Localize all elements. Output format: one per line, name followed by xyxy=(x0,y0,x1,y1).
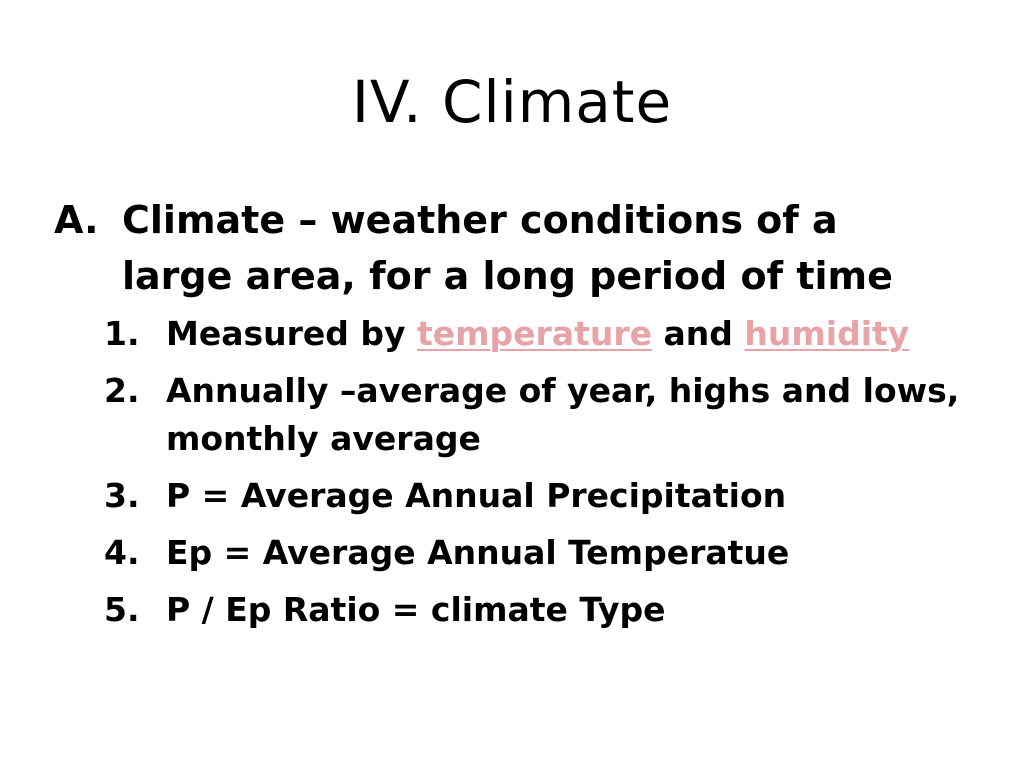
point-a: A. Climate – weather conditions of a lar… xyxy=(54,192,974,304)
sub-point-marker: 1. xyxy=(104,314,140,353)
slide-title: IV. Climate xyxy=(351,68,673,136)
sub-point-1-middle: and xyxy=(652,314,745,353)
humidity-link[interactable]: humidity xyxy=(744,314,910,353)
sub-point-marker: 5. xyxy=(104,590,140,629)
point-a-line1: Climate – weather conditions of a xyxy=(122,198,838,242)
sub-point-marker: 4. xyxy=(104,533,140,572)
sub-point-2: 2. Annually –average of year, highs and … xyxy=(104,367,974,463)
sub-point-marker: 2. xyxy=(104,371,140,410)
temperature-link[interactable]: temperature xyxy=(417,314,653,353)
sub-point-text: P = Average Annual Precipitation xyxy=(166,476,787,515)
outline: A. Climate – weather conditions of a lar… xyxy=(54,192,974,643)
sub-point-text: Measured by temperature and humidity xyxy=(166,310,974,358)
point-a-marker: A. xyxy=(54,198,99,242)
sub-point-1: 1. Measured by temperature and humidity xyxy=(104,310,974,358)
sub-point-5: 5. P / Ep Ratio = climate Type xyxy=(104,586,974,634)
sub-point-text: P / Ep Ratio = climate Type xyxy=(166,590,666,629)
point-a-line2: large area, for a long period of time xyxy=(122,254,893,298)
sub-point-list: 1. Measured by temperature and humidity … xyxy=(54,310,974,634)
sub-point-3: 3. P = Average Annual Precipitation xyxy=(104,472,974,520)
point-a-text: Climate – weather conditions of a large … xyxy=(122,192,974,304)
sub-point-1-prefix: Measured by xyxy=(166,314,418,353)
sub-point-text: Annually –average of year, highs and low… xyxy=(166,371,960,458)
sub-point-4: 4. Ep = Average Annual Temperatue xyxy=(104,529,974,577)
sub-point-marker: 3. xyxy=(104,476,140,515)
sub-point-text: Ep = Average Annual Temperatue xyxy=(166,533,790,572)
